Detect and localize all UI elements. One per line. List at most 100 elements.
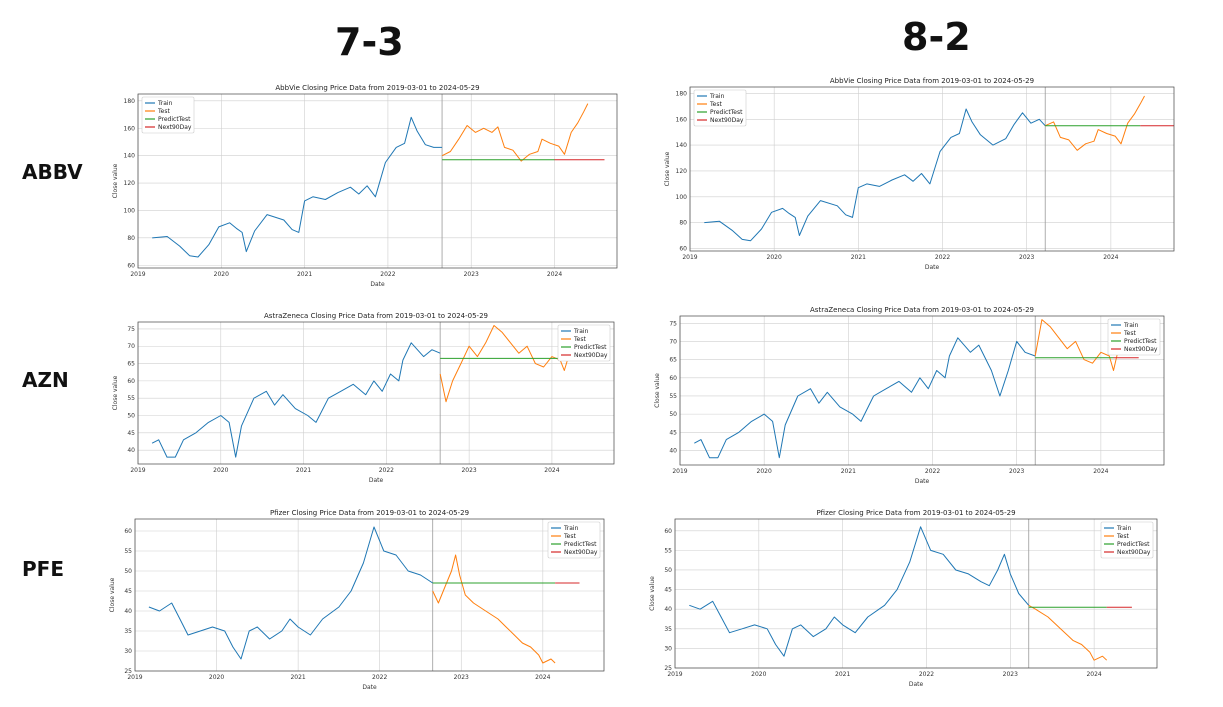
chart-svg: AstraZeneca Closing Price Data from 2019…	[112, 312, 615, 484]
legend-box	[1107, 318, 1161, 356]
series-line-train	[148, 526, 433, 660]
series-line-test	[1028, 604, 1108, 661]
legend-box	[693, 89, 747, 127]
y-tick-label: 140	[124, 153, 136, 160]
x-tick-label: 2019	[130, 271, 145, 278]
legend-label: Train	[1123, 322, 1139, 329]
x-tick-label: 2023	[1019, 254, 1034, 261]
legend-label: Next90Day	[574, 352, 608, 359]
y-tick-label: 55	[127, 395, 135, 402]
y-tick-label: 60	[669, 375, 677, 382]
chart-title: AbbVie Closing Price Data from 2019-03-0…	[275, 84, 479, 92]
chart-pfe-8-2: Pfizer Closing Price Data from 2019-03-0…	[645, 505, 1163, 690]
legend-label: PredictTest	[574, 344, 607, 351]
y-tick-label: 180	[676, 90, 688, 97]
x-axis-label: Date	[362, 684, 377, 691]
y-tick-label: 75	[669, 320, 677, 327]
x-tick-label: 2021	[297, 271, 312, 278]
x-tick-label: 2023	[454, 674, 469, 681]
y-tick-label: 140	[676, 142, 688, 149]
y-tick-label: 160	[676, 116, 688, 123]
y-axis-label: Close value	[109, 577, 116, 612]
plot-frame	[674, 518, 1158, 669]
x-tick-label: 2021	[851, 254, 866, 261]
legend-box	[141, 96, 195, 134]
x-tick-label: 2020	[757, 468, 772, 475]
y-tick-label: 55	[124, 548, 132, 555]
x-axis-label: Date	[915, 478, 930, 485]
y-tick-label: 30	[664, 645, 672, 652]
y-axis-label: Close value	[112, 375, 119, 410]
legend-box	[557, 324, 611, 362]
x-tick-label: 2019	[130, 467, 145, 474]
x-axis-label: Date	[925, 264, 940, 271]
x-tick-label: 2021	[290, 674, 305, 681]
series-line-train	[151, 342, 441, 458]
series-line-test	[1044, 95, 1145, 151]
x-tick-label: 2020	[214, 271, 229, 278]
chart-svg: AstraZeneca Closing Price Data from 2019…	[654, 306, 1165, 485]
x-axis-label: Date	[369, 477, 384, 484]
x-tick-label: 2023	[1003, 671, 1018, 678]
x-tick-label: 2020	[767, 254, 782, 261]
y-tick-label: 25	[124, 668, 132, 675]
y-tick-label: 40	[124, 608, 132, 615]
x-tick-label: 2024	[1093, 468, 1108, 475]
row-label-abbv: ABBV	[22, 160, 83, 184]
legend-label: Test	[709, 101, 722, 108]
row-label-azn: AZN	[22, 368, 69, 392]
y-tick-label: 35	[124, 628, 132, 635]
legend-label: PredictTest	[564, 541, 597, 548]
legend-label: Next90Day	[1124, 346, 1158, 353]
y-tick-label: 80	[679, 220, 687, 227]
plot-frame	[137, 321, 615, 465]
y-tick-label: 120	[124, 180, 136, 187]
x-tick-label: 2020	[213, 467, 228, 474]
x-tick-label: 2023	[464, 271, 479, 278]
plot-area	[690, 87, 1174, 251]
legend-box	[547, 521, 601, 559]
x-tick-label: 2022	[379, 467, 394, 474]
series-line-test	[1034, 319, 1119, 371]
x-axis-label: Date	[909, 681, 924, 688]
plot-area	[135, 519, 604, 671]
chart-title: Pfizer Closing Price Data from 2019-03-0…	[816, 509, 1015, 517]
plot-frame	[134, 518, 605, 672]
chart-abbv-8-2: AbbVie Closing Price Data from 2019-03-0…	[660, 73, 1180, 273]
y-tick-label: 80	[127, 235, 135, 242]
col-title-7-3: 7-3	[335, 20, 404, 64]
x-tick-label: 2021	[835, 671, 850, 678]
y-tick-label: 50	[669, 411, 677, 418]
series-line-train	[694, 337, 1036, 459]
legend-label: Next90Day	[1117, 549, 1151, 556]
legend-label: Next90Day	[158, 124, 192, 131]
legend-label: Test	[1123, 330, 1136, 337]
plot-area	[675, 519, 1157, 668]
plot-area	[138, 94, 617, 268]
y-tick-label: 70	[669, 338, 677, 345]
x-tick-label: 2021	[296, 467, 311, 474]
x-tick-label: 2020	[209, 674, 224, 681]
y-tick-label: 160	[124, 125, 136, 132]
chart-abbv-7-3: AbbVie Closing Price Data from 2019-03-0…	[108, 80, 623, 290]
x-tick-label: 2024	[1103, 254, 1118, 261]
y-tick-label: 60	[127, 378, 135, 385]
legend-label: Next90Day	[564, 549, 598, 556]
legend-label: Train	[709, 93, 725, 100]
series-line-train	[689, 526, 1030, 657]
plot-area	[680, 316, 1164, 465]
x-tick-label: 2022	[919, 671, 934, 678]
chart-title: AstraZeneca Closing Price Data from 2019…	[810, 306, 1034, 314]
legend-label: Train	[1116, 525, 1132, 532]
y-axis-label: Close value	[112, 163, 119, 198]
chart-title: AstraZeneca Closing Price Data from 2019…	[264, 312, 488, 320]
y-tick-label: 55	[669, 393, 677, 400]
y-tick-label: 45	[127, 430, 135, 437]
chart-svg: Pfizer Closing Price Data from 2019-03-0…	[649, 509, 1158, 688]
legend-label: Train	[573, 328, 589, 335]
series-line-test	[439, 325, 569, 403]
x-tick-label: 2019	[672, 468, 687, 475]
y-tick-label: 60	[127, 262, 135, 269]
